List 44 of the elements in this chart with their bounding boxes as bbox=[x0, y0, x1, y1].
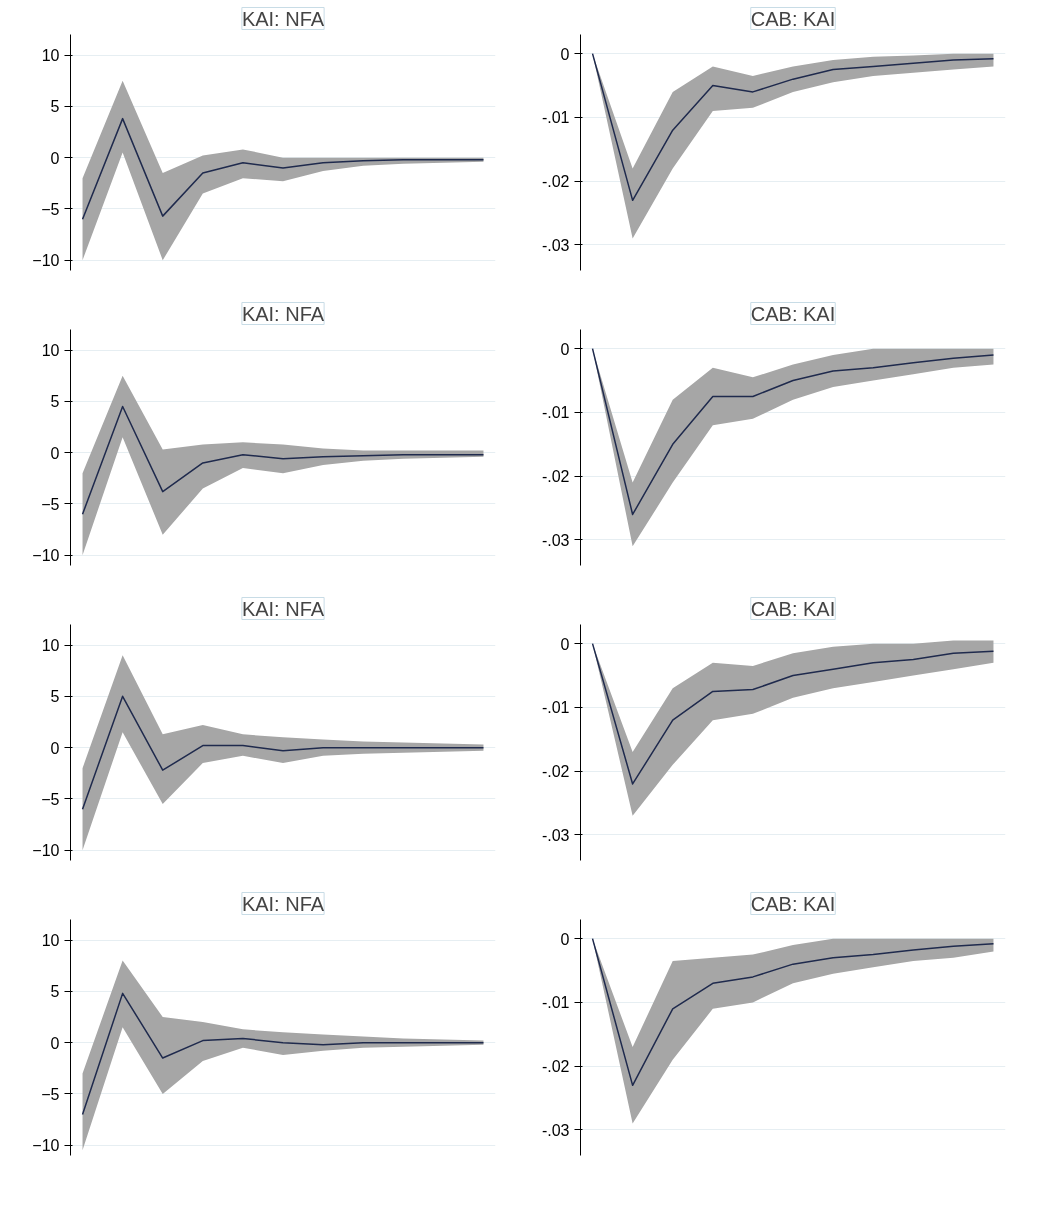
y-tick-label: -.02 bbox=[541, 763, 570, 781]
y-tick-label: −5 bbox=[41, 495, 60, 513]
chart-title: CAB: KAI bbox=[750, 7, 836, 30]
y-tick-label: -.02 bbox=[541, 173, 570, 191]
chart-title: KAI: NFA bbox=[241, 597, 325, 620]
y-tick-label: -.01 bbox=[541, 109, 570, 127]
y-tick-label: -.03 bbox=[541, 826, 570, 844]
y-tick-label: -.02 bbox=[541, 1058, 570, 1076]
y-tick-label: 0 bbox=[50, 149, 60, 167]
y-tick-label: −10 bbox=[32, 842, 60, 860]
y-tick-label: −5 bbox=[41, 200, 60, 218]
y-tick-label: −5 bbox=[41, 1085, 60, 1103]
chart-title: KAI: NFA bbox=[241, 892, 325, 915]
chart-title: KAI: NFA bbox=[241, 302, 325, 325]
chart-title: CAB: KAI bbox=[750, 597, 836, 620]
y-tick-label: 10 bbox=[41, 932, 60, 950]
y-tick-label: -.01 bbox=[541, 994, 570, 1012]
y-tick-label: 0 bbox=[50, 739, 60, 757]
y-tick-label: -.03 bbox=[541, 531, 570, 549]
y-tick-label: 0 bbox=[560, 45, 570, 63]
y-tick-label: 5 bbox=[50, 98, 60, 116]
y-tick-label: 0 bbox=[560, 635, 570, 653]
y-tick-label: -.03 bbox=[541, 1121, 570, 1139]
chart-title: CAB: KAI bbox=[750, 892, 836, 915]
chart-title: KAI: NFA bbox=[241, 7, 325, 30]
y-tick-label: −5 bbox=[41, 790, 60, 808]
y-tick-label: 5 bbox=[50, 393, 60, 411]
y-tick-label: −10 bbox=[32, 1137, 60, 1155]
chart-title: CAB: KAI bbox=[750, 302, 836, 325]
y-tick-label: 10 bbox=[41, 342, 60, 360]
y-tick-label: 5 bbox=[50, 983, 60, 1001]
y-tick-label: 0 bbox=[50, 1034, 60, 1052]
y-tick-label: -.03 bbox=[541, 236, 570, 254]
y-tick-label: −10 bbox=[32, 252, 60, 270]
y-tick-label: 0 bbox=[50, 444, 60, 462]
y-tick-label: -.01 bbox=[541, 404, 570, 422]
y-tick-label: 10 bbox=[41, 637, 60, 655]
y-tick-label: −10 bbox=[32, 547, 60, 565]
y-tick-label: -.02 bbox=[541, 468, 570, 486]
y-tick-label: 0 bbox=[560, 340, 570, 358]
y-tick-label: 10 bbox=[41, 47, 60, 65]
y-tick-label: 5 bbox=[50, 688, 60, 706]
y-tick-label: -.01 bbox=[541, 699, 570, 717]
y-tick-label: 0 bbox=[560, 930, 570, 948]
